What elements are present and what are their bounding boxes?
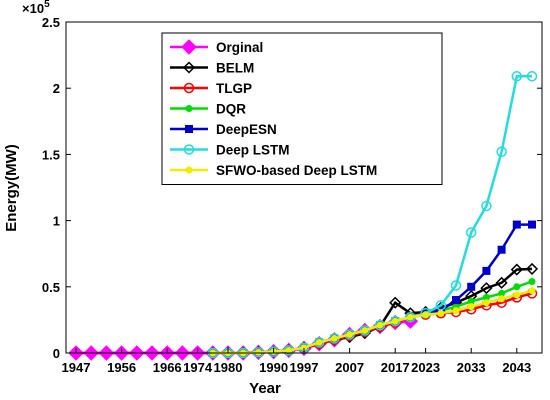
series-line	[212, 267, 533, 355]
data-point	[452, 296, 460, 305]
data-point	[376, 321, 384, 329]
data-point	[497, 245, 506, 254]
data-point	[452, 307, 460, 315]
legend-box	[161, 32, 443, 185]
y-tick-label: 0.5	[42, 280, 60, 295]
legend-label: Orginal	[216, 40, 263, 55]
x-tick-label: 2017	[381, 360, 410, 375]
data-point	[185, 105, 193, 112]
legend-label: DeepESN	[216, 122, 277, 137]
x-tick-label: 1990	[259, 360, 288, 375]
data-point	[450, 280, 462, 291]
data-point	[498, 295, 506, 303]
data-point	[526, 71, 538, 82]
data-point	[482, 266, 491, 275]
data-point	[185, 166, 193, 174]
data-point	[467, 282, 476, 291]
x-tick-label: 2007	[335, 360, 364, 375]
legend-label: TLGP	[216, 81, 252, 96]
x-tick-label: 2033	[457, 360, 486, 375]
legend: Orginal BELM TLGP DQR DeepESN Deep LSTM SFWO-b…	[161, 32, 443, 185]
legend-label: BELM	[216, 61, 254, 76]
x-tick-label: 1980	[214, 360, 243, 375]
data-point	[406, 313, 414, 321]
data-point	[481, 200, 492, 212]
y-axis-title: Energy(MW)	[3, 144, 20, 232]
series-dqr	[209, 278, 536, 357]
data-point	[496, 146, 507, 158]
data-point	[528, 220, 536, 229]
series-line	[212, 280, 533, 355]
data-point	[285, 346, 293, 354]
data-point	[510, 263, 523, 276]
data-point	[346, 330, 354, 338]
legend-label: DQR	[216, 102, 246, 117]
data-point	[391, 317, 399, 325]
y-tick-label: 1.5	[42, 147, 60, 162]
data-point	[183, 82, 195, 94]
series-line	[212, 289, 533, 355]
x-axis-title: Year	[249, 380, 281, 397]
data-point	[480, 282, 493, 295]
data-point	[315, 338, 323, 346]
data-point	[183, 144, 195, 155]
x-tick-label: 1956	[107, 360, 136, 375]
x-tick-label: 1974	[183, 360, 213, 375]
data-point	[437, 309, 445, 317]
legend-label: Deep LSTM	[216, 143, 290, 158]
legend-label: SFWO-based Deep LSTM	[216, 163, 377, 178]
x-tick-label: 1947	[62, 360, 91, 375]
data-point	[528, 287, 536, 295]
y-tick-label: 2.5	[42, 15, 60, 30]
data-point	[181, 39, 197, 55]
x-tick-label: 2023	[411, 360, 440, 375]
y-axis-multiplier: ×105	[22, 0, 50, 16]
data-point	[185, 125, 193, 133]
data-point	[467, 303, 475, 311]
data-point	[254, 348, 262, 356]
data-point	[330, 334, 338, 342]
y-tick-label: 1	[53, 214, 60, 229]
y-tick-label: 0	[53, 346, 60, 361]
data-point	[513, 283, 521, 291]
data-point	[512, 220, 521, 229]
x-tick-label: 1997	[290, 360, 319, 375]
x-tick-label: 2043	[502, 360, 531, 375]
data-point	[361, 326, 369, 334]
data-point	[482, 299, 490, 307]
axes	[65, 21, 543, 354]
y-tick-label: 2	[53, 81, 60, 96]
data-point	[528, 278, 536, 286]
data-point	[513, 291, 521, 299]
x-tick-label: 1966	[153, 360, 182, 375]
data-point	[182, 61, 196, 74]
data-point	[465, 227, 477, 238]
data-point	[495, 276, 508, 289]
tick-labels: 0 0.5 1 1.5 2 2.5 1947 1956 1966 1974 1980 1990 1997…	[42, 15, 531, 375]
data-point	[422, 311, 430, 319]
data-point	[525, 262, 539, 275]
data-point	[511, 71, 523, 82]
data-point	[389, 296, 402, 309]
series-belm	[206, 262, 539, 360]
